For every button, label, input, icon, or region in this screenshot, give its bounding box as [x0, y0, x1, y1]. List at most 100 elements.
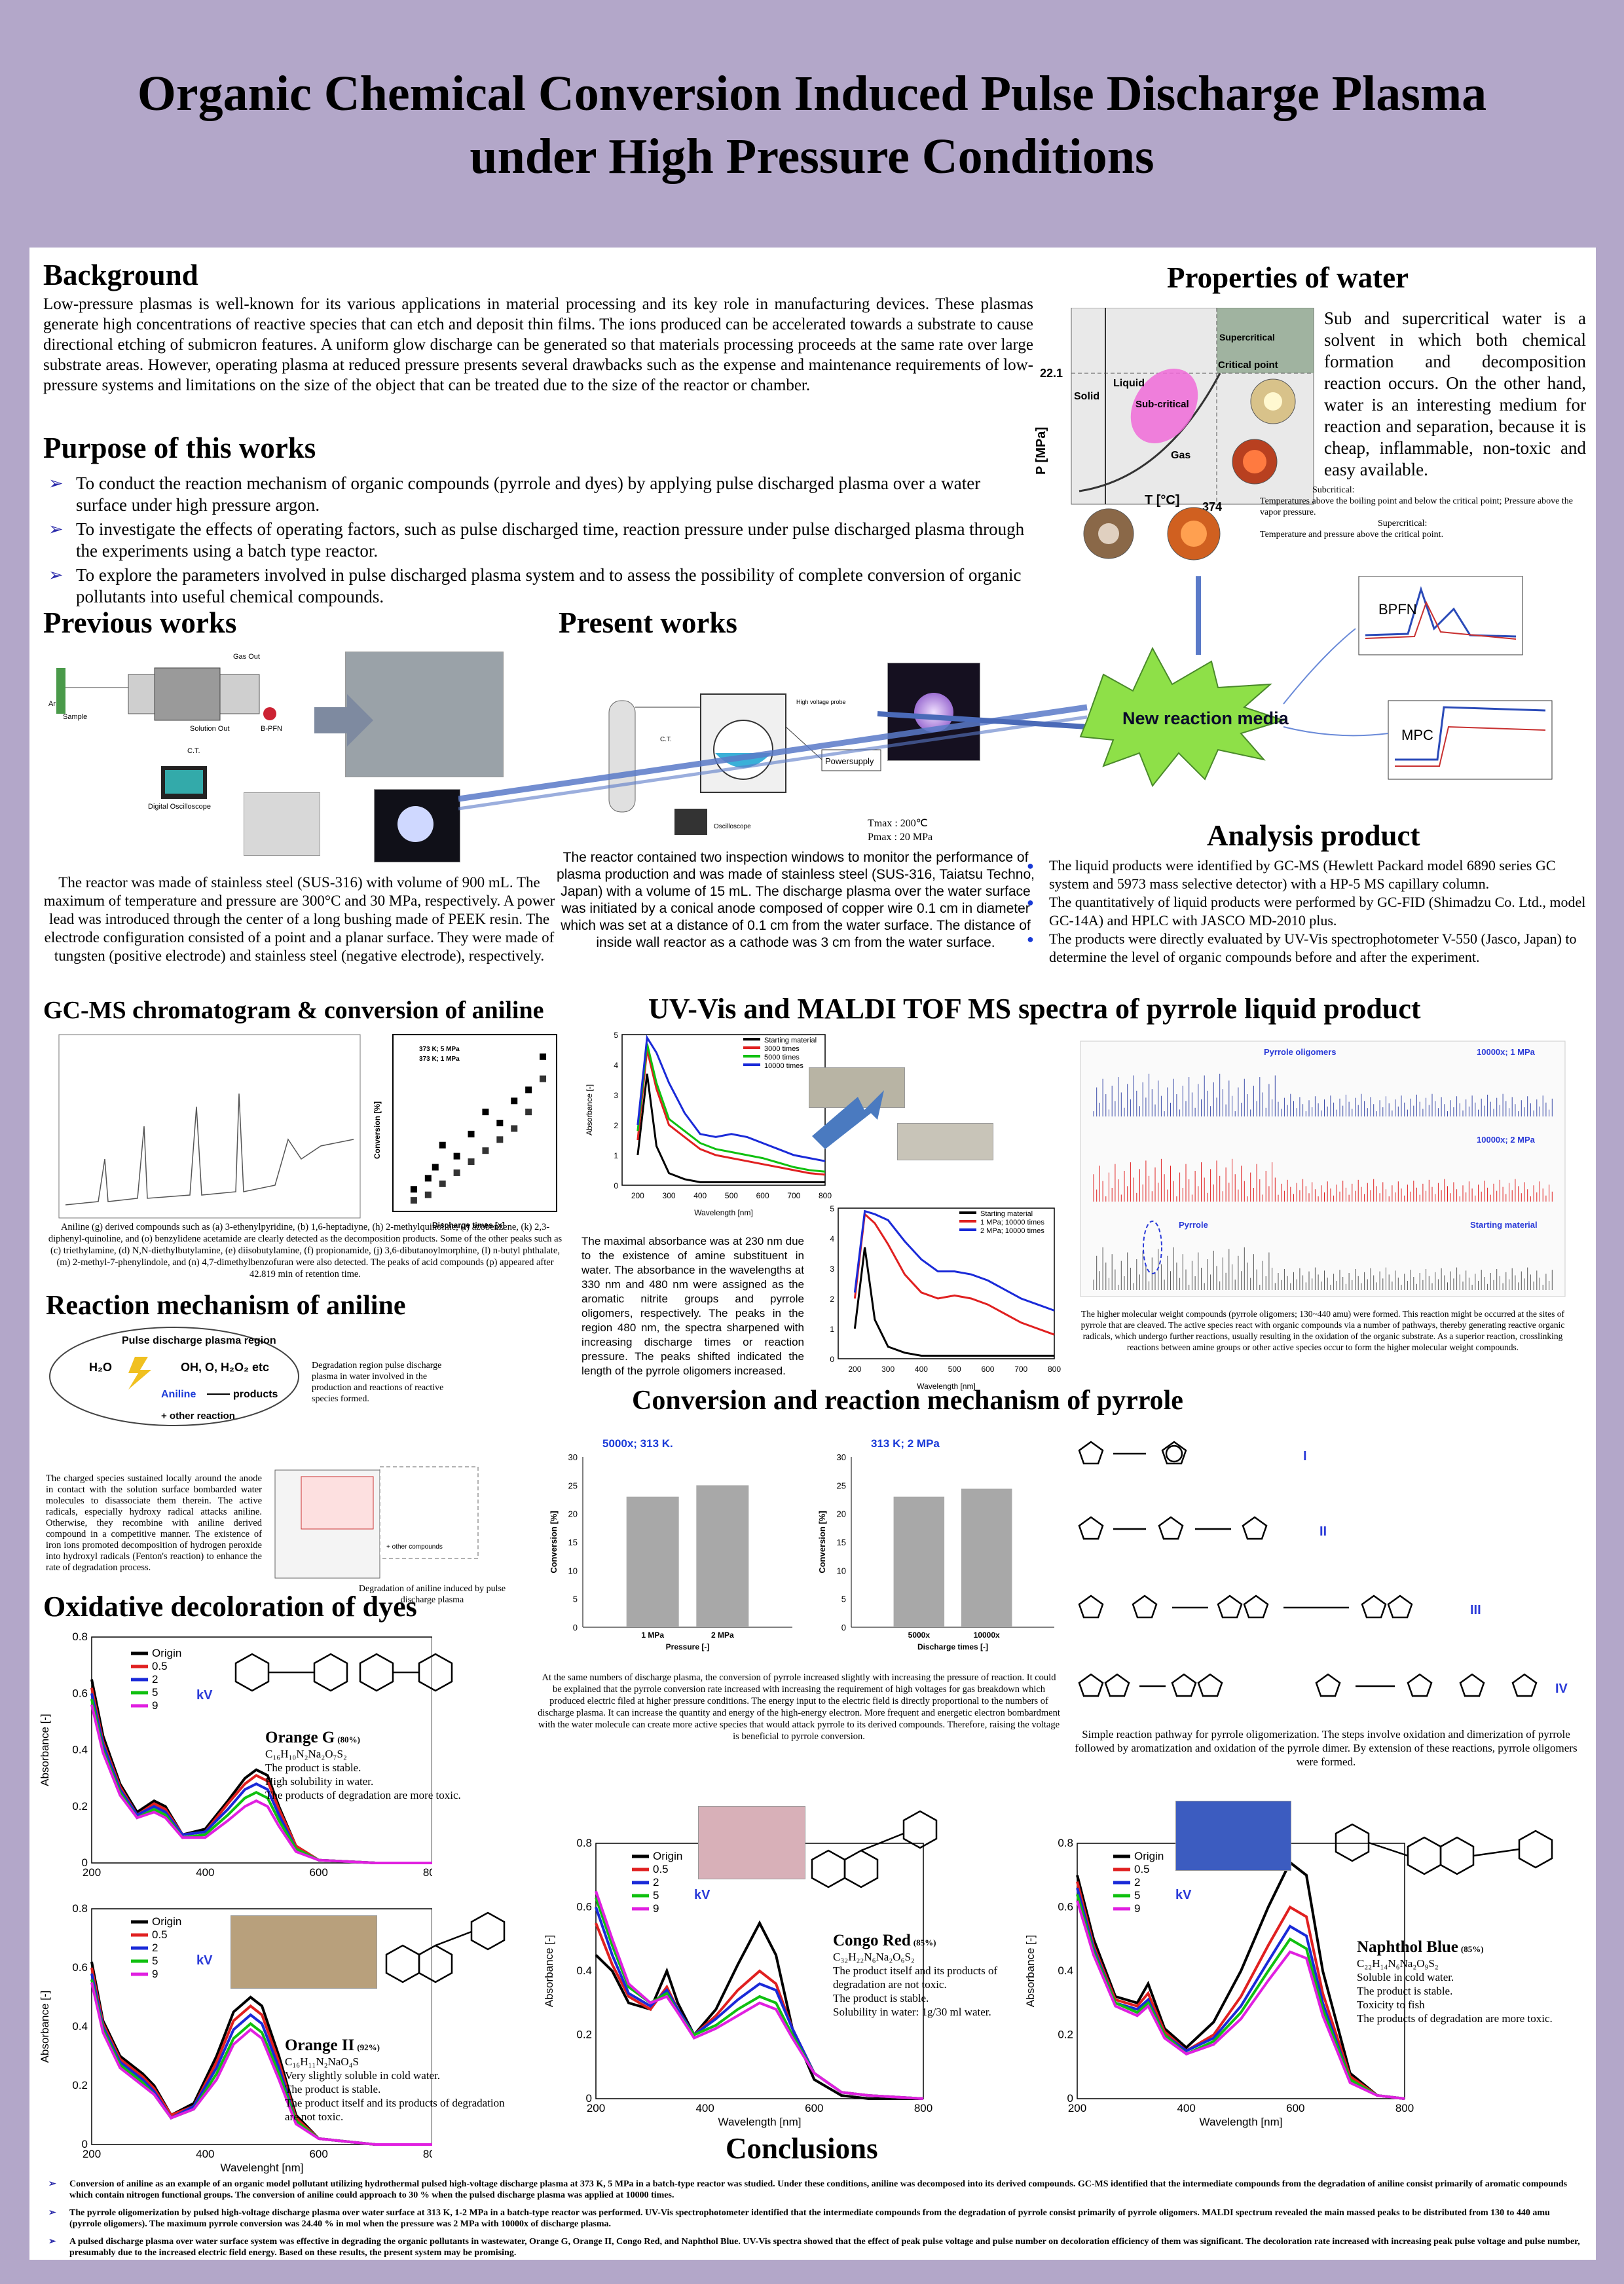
orange-g-formula: C₁₆H₁₀N₂Na₂O₇S₂ [265, 1748, 347, 1760]
previous-heading: Previous works [43, 606, 237, 639]
naphthol-blue-line: The product is stable. [1357, 1985, 1453, 1997]
y-tick-label: 0.4 [72, 1744, 88, 1756]
pyrrole-heading: Conversion and reaction mechanism of pyr… [632, 1386, 1183, 1416]
phase-p-value: 22.1 [1040, 367, 1063, 380]
series-line [1076, 1881, 1405, 2100]
note-super-title: Supercritical: [1378, 519, 1428, 528]
x-axis-label: Wavelenght [nm] [221, 2162, 304, 2174]
y-tick-label: 0 [82, 2138, 88, 2150]
x-axis-label: Discharge times [-] [917, 1642, 988, 1651]
y-tick-label: 10 [568, 1566, 578, 1575]
previous-arrow [314, 694, 373, 746]
phase-solid: Solid [1074, 391, 1099, 402]
legend-entry: 9 [152, 1699, 158, 1712]
kv-label: kV [196, 1953, 213, 1968]
aniline-point [432, 1164, 439, 1171]
congo-red-pct: (85%) [913, 1938, 936, 1947]
orange-g-info: Orange G (80%) C₁₆H₁₀N₂Na₂O₇S₂ The produ… [265, 1729, 488, 1802]
aniline-point [453, 1169, 460, 1176]
legend-entry: 0.5 [1134, 1863, 1150, 1875]
x-tick-label: 2 MPa [711, 1630, 734, 1640]
congo-red-line: Solubility in water: 1g/30 ml water. [833, 2006, 991, 2018]
series-line [853, 1247, 1054, 1357]
y-tick-label: 25 [568, 1481, 578, 1490]
phase-supercritical: Supercritical [1219, 332, 1275, 342]
orange-ii-line: The product itself and its products of d… [285, 2097, 505, 2123]
phase-critical-point: Critical point [1218, 359, 1278, 371]
aniline-mechanism-diagram: Pulse discharge plasma region H₂O OH, O,… [49, 1327, 299, 1426]
y-tick-label: 2 [830, 1295, 834, 1304]
phase-liquid: Liquid [1113, 378, 1145, 389]
x-tick-label: 800 [1048, 1365, 1061, 1374]
y-tick-label: 0.4 [576, 1964, 592, 1977]
series-line [637, 1043, 826, 1173]
gcms-chromatogram [58, 1034, 361, 1219]
uvvis-caption: The maximal absorbance was at 230 nm due… [581, 1235, 804, 1377]
x-tick-label: 400 [693, 1191, 707, 1200]
present-caption: The reactor contained two inspection win… [557, 850, 1035, 950]
aniline-point [439, 1180, 446, 1187]
naphthol-blue-formula: C₂₂H₁₄N₆Na₂O₉S₂ [1357, 1957, 1439, 1970]
mech-products: products [233, 1389, 278, 1400]
pyrrole-step-3: III [1470, 1603, 1481, 1617]
legend-entry: 2 [1134, 1876, 1140, 1888]
legend-entry: Origin [152, 1915, 181, 1928]
note-sub-title: Subcritical: [1312, 485, 1355, 495]
prev-bpfn: B-PFN [261, 725, 282, 733]
y-tick-label: 2 [614, 1121, 618, 1130]
legend-entry: 0.5 [152, 1928, 168, 1941]
pyrrole-step-2: II [1320, 1524, 1327, 1539]
series-line [90, 1704, 432, 1864]
congo-red-line: The product itself and its products of d… [833, 1964, 998, 1991]
previous-setup-diagram: Gas Out Ar Sample Solution Out B-PFN C.T… [48, 653, 282, 811]
x-tick-label: 600 [1286, 2102, 1304, 2114]
present-power-supply: Powersupply [825, 756, 874, 766]
present-ct: C.T. [660, 736, 672, 743]
water-heading: Properties of water [1167, 261, 1409, 294]
x-tick-label: 200 [1068, 2102, 1086, 2114]
aniline-point [410, 1197, 417, 1204]
y-tick-label: 15 [568, 1538, 578, 1547]
y-tick-label: 5 [573, 1594, 578, 1604]
water-text: Sub and supercritical water is a solvent… [1324, 308, 1586, 479]
x-tick-label: 600 [309, 2148, 327, 2160]
bar [893, 1496, 945, 1627]
phase-ylabel: P [MPa] [1034, 427, 1048, 475]
y-tick-label: 0 [1067, 2092, 1073, 2105]
vial-photo-2 [897, 1123, 993, 1160]
analysis-heading: Analysis product [1207, 819, 1420, 852]
present-heading: Present works [559, 606, 737, 639]
orange-g-line: High solubility in water. [265, 1775, 374, 1788]
aniline-legend-2: 373 K; 1 MPa [419, 1056, 460, 1063]
congo-red-formula: C₃₂H₂₂N₆Na₂O₆S₂ [833, 1951, 915, 1963]
legend-entry: 1 MPa; 10000 times [980, 1219, 1044, 1226]
x-tick-label: 10000x [974, 1630, 1000, 1640]
y-tick-label: 0.2 [576, 2029, 592, 2041]
previous-caption: The reactor was made of stainless steel … [43, 874, 555, 964]
aniline-point [468, 1158, 475, 1166]
legend-entry: 2 MPa; 10000 times [980, 1227, 1044, 1235]
mpc-label: MPC [1401, 727, 1433, 743]
aniline-point [424, 1175, 432, 1182]
x-tick-label: 300 [881, 1365, 895, 1374]
aniline-point [511, 1097, 518, 1105]
prev-ar: Ar [48, 700, 56, 708]
aniline-conversion-chart: Conversion [%] Discharge times [x] 373 K… [373, 1034, 557, 1230]
y-tick-label: 0 [830, 1355, 834, 1364]
legend-entry: 0.5 [152, 1660, 168, 1672]
series-line [1076, 1900, 1405, 2100]
aniline-point [482, 1109, 489, 1116]
aniline-point [540, 1075, 547, 1082]
orange-g-structure [234, 1653, 453, 1692]
aniline-point [496, 1136, 504, 1143]
series-line [853, 1209, 1055, 1312]
maldi-starting: Starting material [1470, 1220, 1538, 1230]
aniline-point [540, 1053, 547, 1060]
x-tick-label: 600 [805, 2102, 823, 2114]
orange-ii-name: Orange II [285, 2036, 355, 2054]
x-tick-label: 300 [663, 1191, 676, 1200]
y-tick-label: 30 [837, 1452, 846, 1462]
orange-ii-line: The product is stable. [285, 2083, 381, 2095]
orange-ii-pct: (92%) [357, 2042, 380, 2052]
